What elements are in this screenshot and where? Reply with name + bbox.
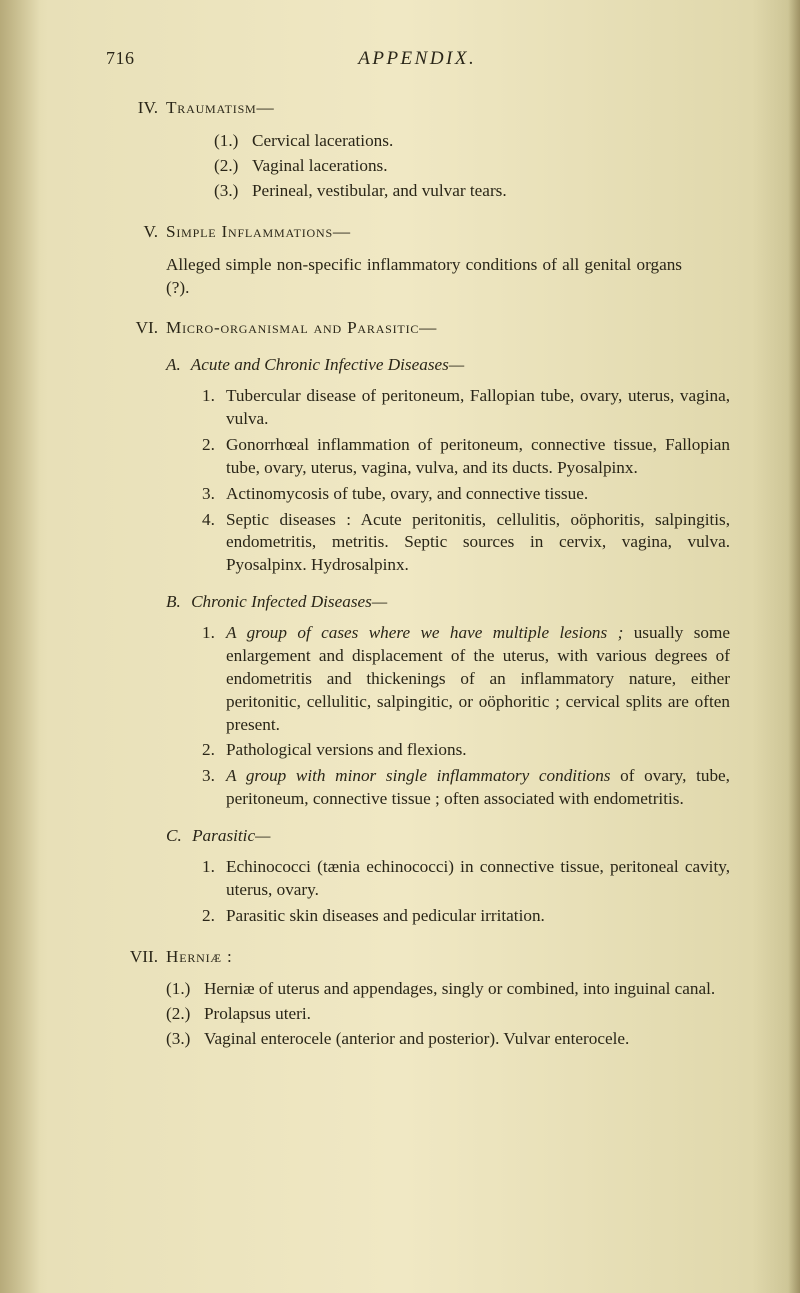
list-item: 3.Actinomycosis of tube, ovary, and conn… — [106, 483, 730, 506]
item-text: A group with minor single inflammatory c… — [226, 765, 730, 811]
section-iv-head: IV. Traumatism— — [106, 97, 730, 120]
list-item: 1.Tubercular disease of peritoneum, Fall… — [106, 385, 730, 431]
section-iv: IV. Traumatism— (1.)Cervical lacerations… — [106, 97, 730, 203]
page-header: 716 APPENDIX. — [106, 46, 730, 71]
roman-v: V. — [106, 221, 166, 244]
page-number: 716 — [106, 47, 135, 71]
section-vi-head: VI. Micro-organismal and Parasitic— — [106, 317, 730, 340]
item-text: Echinococci (tænia echinococci) in conne… — [226, 856, 730, 902]
subsection-c-label: C. — [166, 826, 182, 845]
item-number: 4. — [202, 509, 226, 578]
list-item: 2.Parasitic skin diseases and pedicular … — [106, 905, 730, 928]
subsection-a-title: Acute and Chronic Infective Diseases— — [191, 355, 464, 374]
section-v-para-wrap: Alleged simple non-specific inflammatory… — [106, 254, 730, 300]
section-vii-title: Herniæ : — [166, 946, 730, 969]
page-left-shadow — [0, 0, 40, 1293]
item-text: Actinomycosis of tube, ovary, and connec… — [226, 483, 730, 506]
section-vii-head: VII. Herniæ : — [106, 946, 730, 969]
item-number: (3.) — [214, 180, 252, 203]
list-item: (2.)Prolapsus uteri. — [166, 1003, 730, 1026]
item-lead-italic: A group of cases where we have multiple … — [226, 623, 623, 642]
section-iv-list: (1.)Cervical lacerations. (2.)Vaginal la… — [106, 130, 730, 203]
subsection-b-title: Chronic Infected Diseases— — [191, 592, 387, 611]
item-text: Parasitic skin diseases and pedicular ir… — [226, 905, 730, 928]
item-number: 1. — [202, 622, 226, 736]
subsection-a-label: A. — [166, 355, 181, 374]
list-item: 2. Pathological versions and flexions. — [106, 739, 730, 762]
list-item: 4.Septic diseases : Acute peritonitis, c… — [106, 509, 730, 578]
item-text: Septic diseases : Acute peritonitis, cel… — [226, 509, 730, 578]
item-number: 2. — [202, 434, 226, 480]
section-vi-title: Micro-organismal and Parasitic— — [166, 317, 730, 340]
section-vi: VI. Micro-organismal and Parasitic— A. A… — [106, 317, 730, 927]
item-number: 1. — [202, 385, 226, 431]
subsection-b-head: B. Chronic Infected Diseases— — [106, 591, 730, 614]
subsection-b-label: B. — [166, 592, 181, 611]
section-vii: VII. Herniæ : (1.)Herniæ of uterus and a… — [106, 946, 730, 1052]
page-right-shadow — [788, 0, 800, 1293]
item-number: 2. — [202, 739, 226, 762]
item-text: Herniæ of uterus and appendages, singly … — [204, 978, 730, 1001]
list-item: (2.)Vaginal lacerations. — [214, 155, 730, 178]
item-number: (1.) — [166, 978, 204, 1001]
item-text: Perineal, vestibular, and vulvar tears. — [252, 180, 507, 203]
section-vii-list: (1.)Herniæ of uterus and appendages, sin… — [106, 978, 730, 1051]
list-item: 1.Echinococci (tænia echinococci) in con… — [106, 856, 730, 902]
item-number: (2.) — [214, 155, 252, 178]
list-item: (1.)Herniæ of uterus and appendages, sin… — [166, 978, 730, 1001]
list-item: (3.)Vaginal enterocele (anterior and pos… — [166, 1028, 730, 1051]
item-text: Gonorrhœal inflammation of peritoneum, c… — [226, 434, 730, 480]
section-v-title: Simple Inflammations— — [166, 221, 730, 244]
roman-vii: VII. — [106, 946, 166, 969]
list-item: (1.)Cervical lacerations. — [214, 130, 730, 153]
subsection-c-title: Parasitic— — [192, 826, 270, 845]
item-text: Cervical lacerations. — [252, 130, 393, 153]
item-lead-italic: A group with minor single inflammatory c… — [226, 766, 611, 785]
item-text: Tubercular disease of peritoneum, Fallop… — [226, 385, 730, 431]
item-number: (1.) — [214, 130, 252, 153]
item-number: 2. — [202, 905, 226, 928]
item-number: (2.) — [166, 1003, 204, 1026]
item-number: 3. — [202, 765, 226, 811]
list-item: (3.)Perineal, vestibular, and vulvar tea… — [214, 180, 730, 203]
roman-iv: IV. — [106, 97, 166, 120]
section-v-head: V. Simple Inflammations— — [106, 221, 730, 244]
item-text: A group of cases where we have multiple … — [226, 622, 730, 736]
item-text: Vaginal enterocele (anterior and posteri… — [204, 1028, 730, 1051]
subsection-a-head: A. Acute and Chronic Infective Diseases— — [106, 354, 730, 377]
item-text: Pathological versions and flexions. — [226, 739, 730, 762]
item-number: 1. — [202, 856, 226, 902]
list-item: 1. A group of cases where we have multip… — [106, 622, 730, 736]
item-text: Vaginal lacerations. — [252, 155, 388, 178]
section-v: V. Simple Inflammations— Alleged simple … — [106, 221, 730, 300]
item-text: Prolapsus uteri. — [204, 1003, 311, 1026]
item-number: (3.) — [166, 1028, 204, 1051]
list-item: 3. A group with minor single inflammator… — [106, 765, 730, 811]
subsection-c-head: C. Parasitic— — [106, 825, 730, 848]
section-iv-title: Traumatism— — [166, 97, 730, 120]
section-v-para: Alleged simple non-specific inflammatory… — [166, 254, 682, 300]
roman-vi: VI. — [106, 317, 166, 340]
item-number: 3. — [202, 483, 226, 506]
list-item: 2.Gonorrhœal inflammation of peritoneum,… — [106, 434, 730, 480]
running-title: APPENDIX. — [135, 46, 731, 71]
